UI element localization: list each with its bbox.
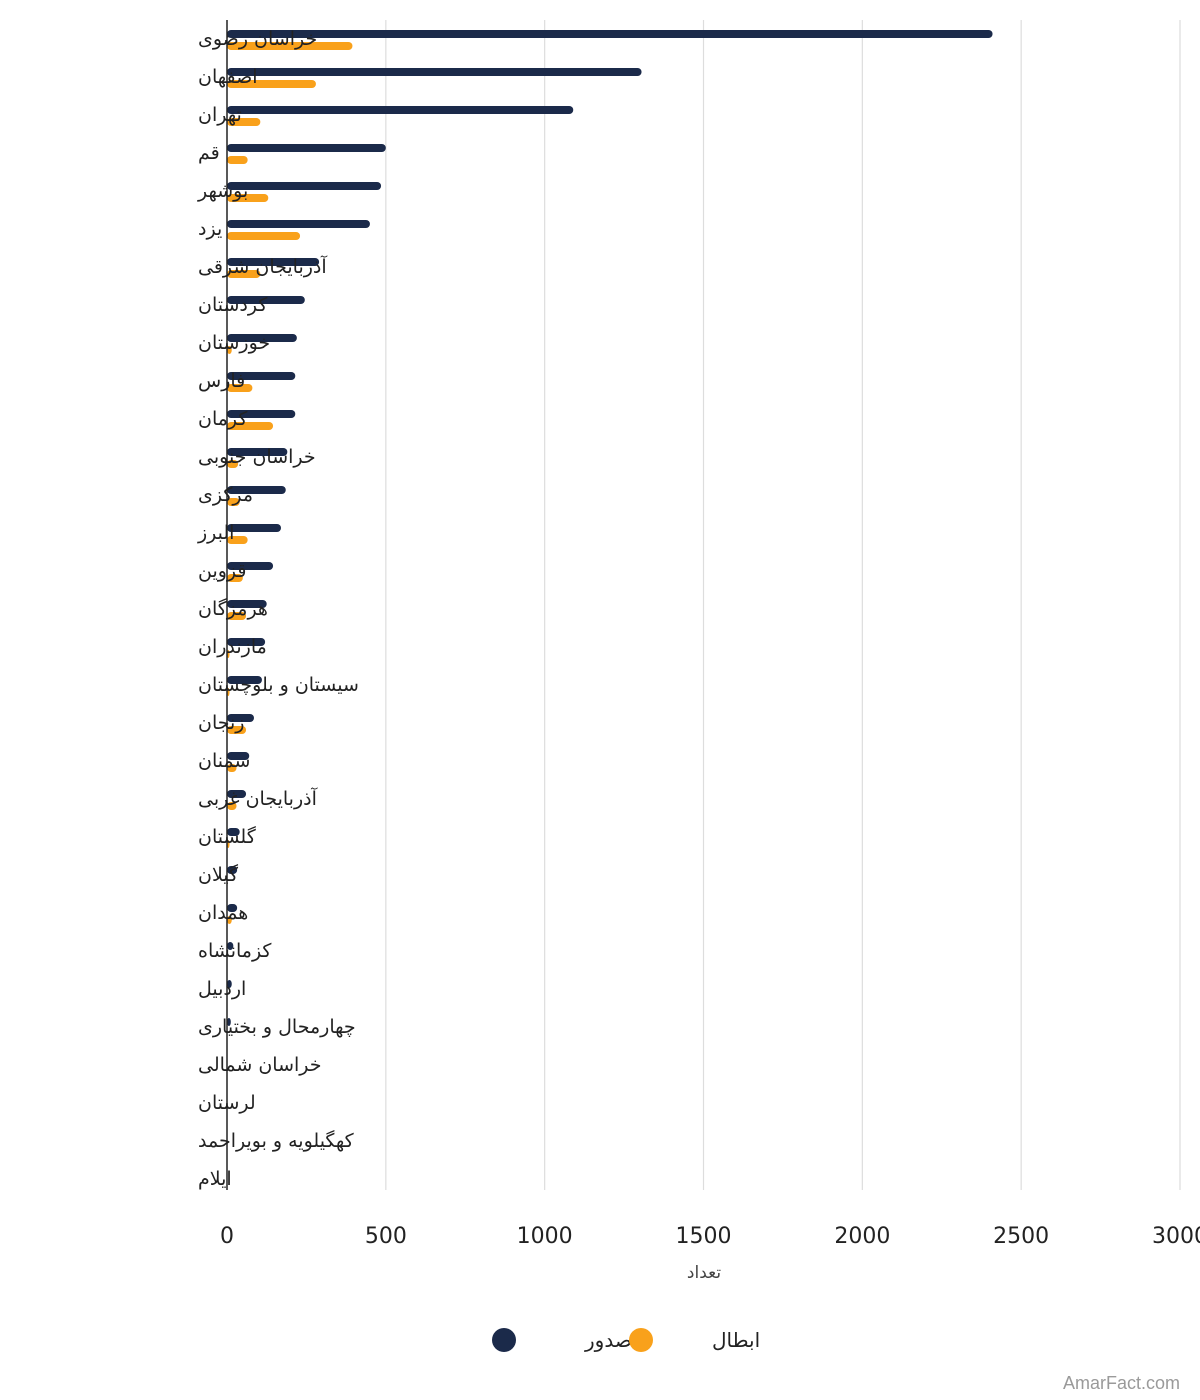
bar-sodoor-18 <box>227 714 255 722</box>
category-label-26: چهارمحال و بختیاری <box>198 1016 356 1038</box>
x-tick-label-1500: 1500 <box>676 1224 732 1249</box>
bar-ebtal-0 <box>227 42 353 50</box>
category-label-29: کهگیلویه و بویراحمد <box>198 1129 355 1152</box>
bar-sodoor-17 <box>227 676 262 684</box>
category-label-4: بوشهر <box>197 180 248 202</box>
bars <box>227 30 993 1026</box>
bar-sodoor-7 <box>227 296 305 304</box>
bar-sodoor-15 <box>227 600 267 608</box>
legend: صدور ابطال <box>492 1328 760 1352</box>
x-tick-label-0: 0 <box>220 1224 234 1249</box>
category-label-24: کزمانشاه <box>198 940 272 962</box>
category-label-18: زنجان <box>198 712 244 734</box>
bar-ebtal-3 <box>227 156 248 164</box>
category-label-11: خراسان جنوبی <box>198 446 316 468</box>
category-label-25: اردبیل <box>198 978 246 1000</box>
category-label-0: خراسان رضوی <box>198 28 317 50</box>
bar-sodoor-4 <box>227 182 382 190</box>
bar-sodoor-0 <box>227 30 993 38</box>
bar-ebtal-9 <box>227 384 253 392</box>
category-label-17: سیستان و بلوچستان <box>198 674 359 696</box>
category-label-20: آذربایجان غربی <box>198 786 318 810</box>
bar-ebtal-4 <box>227 194 269 202</box>
x-tick-label-500: 500 <box>365 1224 407 1249</box>
category-label-9: فارس <box>198 370 245 392</box>
category-label-7: کردستان <box>198 294 268 316</box>
bar-sodoor-14 <box>227 562 274 570</box>
category-label-27: خراسان شمالی <box>198 1054 322 1076</box>
category-label-5: یزد <box>198 218 222 240</box>
bar-ebtal-15 <box>227 612 247 620</box>
bar-ebtal-18 <box>227 726 247 734</box>
bar-sodoor-16 <box>227 638 266 646</box>
bar-sodoor-1 <box>227 68 642 76</box>
x-tick-labels: 0 500 1000 1500 2000 2500 3000 <box>220 1224 1200 1249</box>
category-label-3: قم <box>198 142 220 164</box>
bar-sodoor-10 <box>227 410 296 418</box>
category-label-15: هرمزگان <box>198 597 268 620</box>
category-label-22: گیلان <box>198 863 239 886</box>
category-label-30: ایلام <box>198 1168 232 1190</box>
category-label-28: لرستان <box>198 1092 256 1114</box>
legend-swatch-0 <box>492 1328 516 1352</box>
bar-ebtal-20 <box>227 802 237 810</box>
category-labels: خراسان رضوی اصفهان تهران قم بوشهر یزد آذربایجا… <box>197 28 359 1190</box>
watermark: AmarFact.com <box>1062 1373 1180 1393</box>
gridlines <box>385 20 1181 1190</box>
x-axis-title: تعداد <box>687 1263 721 1283</box>
bar-sodoor-24 <box>227 942 234 950</box>
category-label-19: سمنان <box>198 750 250 772</box>
category-label-23: همدان <box>198 902 248 924</box>
bar-sodoor-11 <box>227 448 288 456</box>
bar-ebtal-10 <box>227 422 274 430</box>
category-label-21: گلستان <box>198 825 257 848</box>
bar-ebtal-12 <box>227 498 240 506</box>
bar-ebtal-1 <box>227 80 316 88</box>
bar-sodoor-22 <box>227 866 238 874</box>
bar-ebtal-2 <box>227 118 261 126</box>
bar-sodoor-20 <box>227 790 247 798</box>
category-label-16: مازندران <box>198 636 267 658</box>
bar-sodoor-19 <box>227 752 250 760</box>
legend-swatch-1 <box>629 1328 653 1352</box>
bar-sodoor-5 <box>227 220 370 228</box>
bar-ebtal-19 <box>227 764 237 772</box>
x-tick-label-2500: 2500 <box>993 1224 1049 1249</box>
category-label-12: مرکزی <box>198 484 253 506</box>
x-tick-label-2000: 2000 <box>834 1224 890 1249</box>
bar-sodoor-2 <box>227 106 574 114</box>
category-label-13: البرز <box>197 522 234 544</box>
bar-sodoor-6 <box>227 258 320 266</box>
bar-sodoor-25 <box>227 980 232 988</box>
bar-sodoor-12 <box>227 486 286 494</box>
x-tick-label-1000: 1000 <box>517 1224 573 1249</box>
legend-label-0: صدور <box>584 1328 632 1352</box>
bar-sodoor-21 <box>227 828 240 836</box>
bar-sodoor-23 <box>227 904 238 912</box>
bar-sodoor-8 <box>227 334 297 342</box>
category-label-8: خوزستان <box>198 332 270 354</box>
category-label-1: اصفهان <box>198 66 258 88</box>
x-tick-label-3000: 3000 <box>1152 1224 1200 1249</box>
category-label-10: کرمان <box>198 408 248 430</box>
category-label-6: آذربایجان شرقی <box>198 254 327 278</box>
bar-sodoor-26 <box>227 1018 231 1026</box>
bar-ebtal-11 <box>227 460 239 468</box>
bar-sodoor-13 <box>227 524 282 532</box>
bar-sodoor-3 <box>227 144 386 152</box>
category-label-14: قزوین <box>198 560 247 582</box>
bar-ebtal-6 <box>227 270 261 278</box>
category-label-2: تهران <box>198 104 242 126</box>
bar-sodoor-9 <box>227 372 296 380</box>
bar-ebtal-8 <box>227 346 232 354</box>
bar-ebtal-13 <box>227 536 248 544</box>
legend-label-1: ابطال <box>712 1328 760 1352</box>
bar-ebtal-23 <box>227 916 232 924</box>
bar-ebtal-14 <box>227 574 243 582</box>
bar-ebtal-5 <box>227 232 301 240</box>
